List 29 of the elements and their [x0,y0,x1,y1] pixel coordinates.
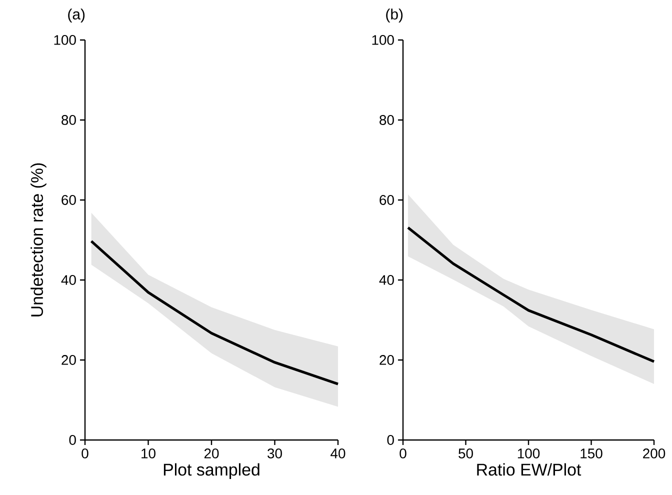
x-tick-label: 10 [142,448,156,458]
y-tick-label: 40 [61,275,76,285]
y-tick-label: 60 [380,195,394,205]
x-tick-label: 50 [458,448,473,458]
y-tick-label: 100 [372,35,394,45]
chart-title: (b) [386,8,403,22]
x-axis-title: Ratio EW/Plot [477,463,582,476]
y-tick-label: 60 [62,195,76,205]
y-tick-label: 80 [380,115,394,125]
y-tick-label: 20 [62,355,76,365]
y-axis-title: Undetection rate (%) [30,163,46,316]
y-tick-label: 0 [69,435,76,445]
x-tick-label: 20 [204,448,219,458]
y-tick-label: 80 [62,115,76,125]
y-tick-label: 100 [54,35,76,45]
line-series [90,240,340,386]
y-tick-label: 0 [387,435,394,445]
x-tick-label: 0 [82,448,88,458]
x-tick-label: 150 [580,448,602,458]
x-tick-label: 200 [643,448,666,458]
x-axis-title: Plot sampled [164,463,260,480]
y-tick-label: 20 [380,355,394,365]
chart-title: (a) [68,8,85,22]
x-tick-label: 40 [330,448,346,458]
y-tick-label: 40 [379,275,394,285]
line-series [406,226,656,363]
x-tick-label: 30 [268,448,282,458]
x-tick-label: 0 [400,448,406,458]
x-tick-label: 100 [518,448,540,458]
